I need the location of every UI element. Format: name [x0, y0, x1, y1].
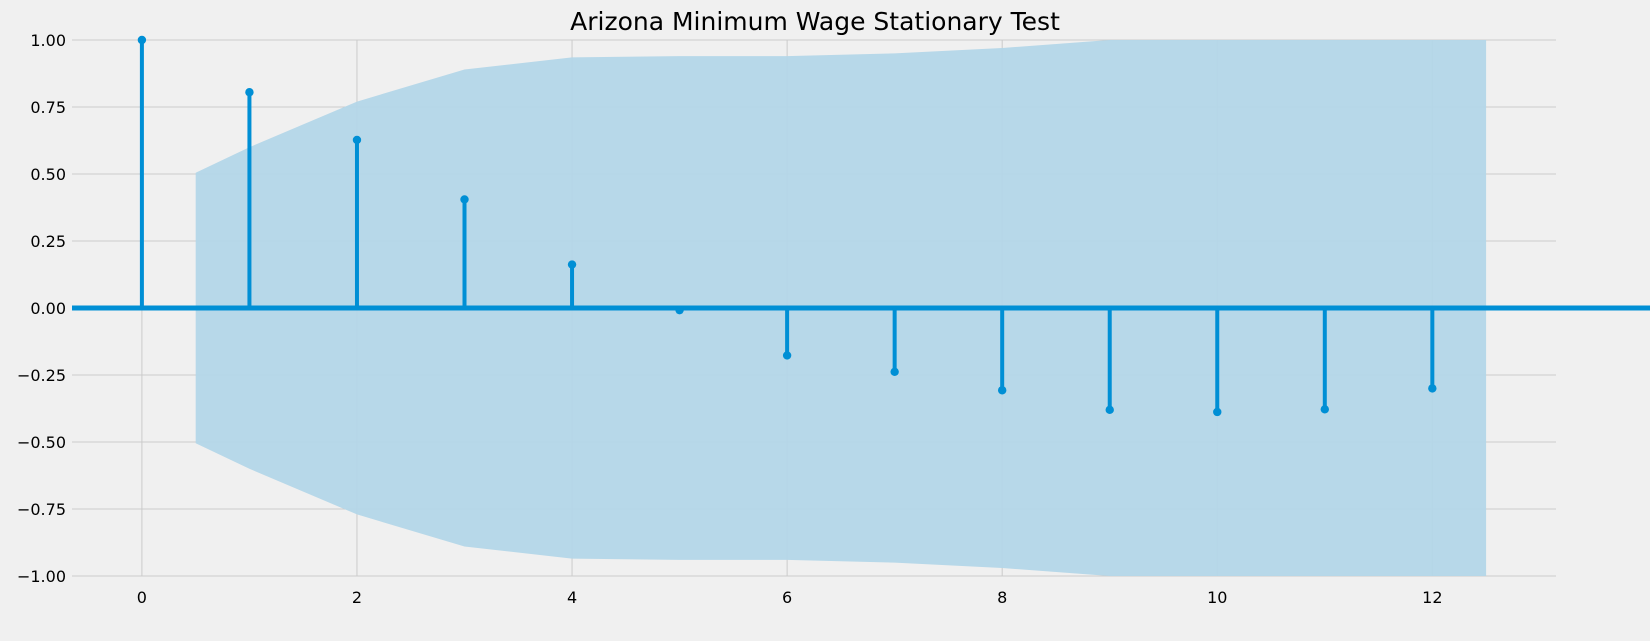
y-axis-ticks: −1.00 −0.75 −0.50 −0.25 0.00 0.25 0.50 0.75 1.00: [17, 31, 66, 586]
marker-lag-3: [460, 195, 469, 204]
x-tick-label-5: 10: [1207, 588, 1227, 607]
x-tick-label-6: 12: [1422, 588, 1442, 607]
chart-title: Arizona Minimum Wage Stationary Test: [570, 7, 1060, 36]
x-tick-label-3: 6: [782, 588, 792, 607]
x-tick-label-0: 0: [137, 588, 147, 607]
y-tick-label-5: 0.25: [30, 232, 66, 251]
marker-lag-11: [1320, 405, 1329, 414]
stems: [72, 35, 1650, 417]
marker-lag-0: [137, 35, 147, 45]
marker-lag-4: [567, 260, 577, 269]
y-tick-label-6: 0.50: [30, 165, 66, 184]
marker-lag-5: [675, 305, 684, 315]
x-tick-label-4: 8: [997, 588, 1007, 607]
y-tick-label-7: 0.75: [30, 98, 66, 117]
marker-lag-2: [352, 135, 362, 145]
marker-lag-12: [1428, 384, 1437, 393]
y-tick-label-2: −0.50: [17, 433, 66, 452]
marker-lag-7: [890, 367, 899, 376]
x-tick-label-2: 4: [567, 588, 577, 607]
x-axis-ticks: 0 2 4 6 8 10 12: [137, 588, 1443, 607]
y-tick-label-3: −0.25: [17, 366, 66, 385]
marker-lag-10: [1213, 407, 1222, 417]
y-tick-label-8: 1.00: [30, 31, 66, 50]
marker-lag-8: [997, 386, 1007, 395]
x-tick-label-1: 2: [352, 588, 362, 607]
marker-lag-6: [782, 351, 792, 360]
y-tick-label-1: −0.75: [17, 500, 66, 519]
y-tick-label-4: 0.00: [30, 299, 66, 318]
marker-lag-9: [1105, 405, 1114, 415]
marker-lag-1: [245, 88, 254, 97]
y-tick-label-0: −1.00: [17, 567, 66, 586]
